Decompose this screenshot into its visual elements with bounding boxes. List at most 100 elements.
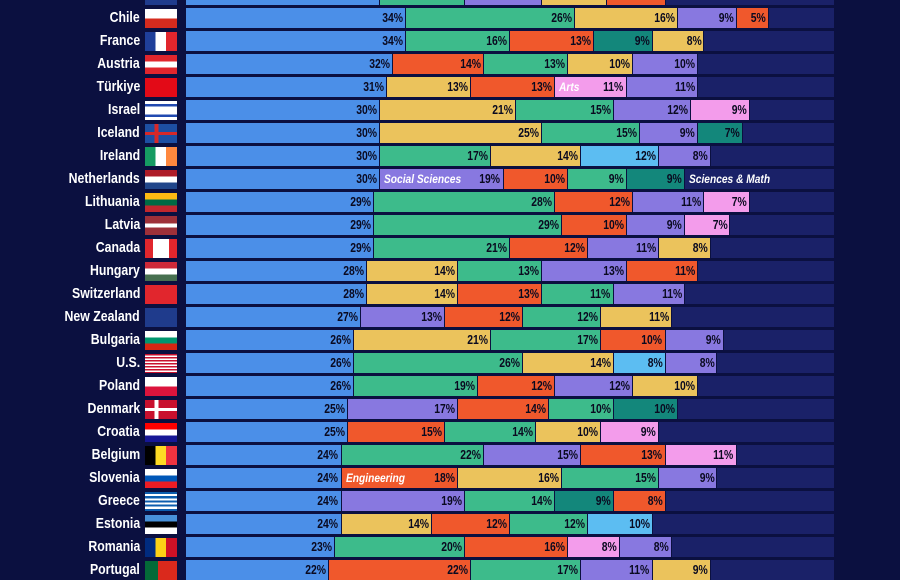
bar-segment-purple: 15% xyxy=(484,445,582,465)
bar-row: Ireland 30% 17% 14% 12% 8% xyxy=(0,146,900,166)
bar-track: 23% 20% 16% 8% 8% xyxy=(186,537,834,557)
country-label: Estonia xyxy=(95,515,140,532)
data-label: 13% xyxy=(531,79,553,94)
bar-segment-blue: 30% xyxy=(186,146,381,166)
data-label: 21% xyxy=(486,240,507,255)
country-label: Iceland xyxy=(97,124,140,141)
bar-segment-green: 13% xyxy=(380,0,465,5)
bar-segment-yellow: 11% xyxy=(600,307,672,327)
data-label: 9% xyxy=(640,424,657,439)
bar-row: U.K. 30% 13% 12% 10% 9% xyxy=(0,0,900,5)
data-label: 12% xyxy=(576,309,598,324)
bar-segment-green: 17% xyxy=(380,146,491,166)
data-label: 9% xyxy=(699,470,715,485)
bar-row: Croatia 25% 15% 14% 10% 9% xyxy=(0,422,900,442)
country-label: Denmark xyxy=(87,400,140,417)
bar-track: 30% 13% 12% 10% 9% xyxy=(186,0,834,5)
us-flag-icon xyxy=(145,354,177,373)
country-label: U.K. xyxy=(115,0,140,5)
data-label: 15% xyxy=(635,470,657,485)
data-label: 13% xyxy=(441,0,462,5)
data-label: 8% xyxy=(692,240,708,255)
data-label: 7% xyxy=(731,194,747,209)
bar-segment-red: 9% xyxy=(607,0,666,5)
data-label: 9% xyxy=(718,10,734,25)
data-label: 11% xyxy=(635,240,657,255)
bar-row: Poland 26% 19% 12% 12% 10% xyxy=(0,376,900,396)
country-label: U.S. xyxy=(116,354,140,371)
france-flag-icon xyxy=(145,32,177,51)
bar-segment-green: 20% xyxy=(335,537,465,557)
data-label: 14% xyxy=(434,286,456,301)
bar-track: 28% 14% 13% 13% 11% xyxy=(186,261,834,281)
bar-segment-purple: 13% xyxy=(542,261,627,281)
bar-segment-blue: 34% xyxy=(186,8,407,28)
bar-segment-green: 13% xyxy=(484,54,569,74)
bar-segment-blue: 31% xyxy=(186,77,387,97)
bar-track: 30% 21% 15% 12% 9% xyxy=(186,100,834,120)
data-label: 30% xyxy=(356,125,378,140)
data-label: 17% xyxy=(557,562,579,577)
bar-segment-yellow: 9% xyxy=(652,560,711,580)
slovenia-flag-icon xyxy=(145,469,177,488)
bar-segment-green: 14% xyxy=(464,491,556,511)
country-label: Latvia xyxy=(104,216,140,233)
bar-segment-blue: 26% xyxy=(186,353,355,373)
country-label: Ireland xyxy=(99,147,140,164)
bar-segment-blue: 28% xyxy=(186,261,368,281)
bar-segment-purple: 12% xyxy=(555,376,634,396)
bar-segment-red: 10% xyxy=(503,169,569,189)
bar-segment-red: 10% xyxy=(561,215,627,235)
bar-segment-blue: 26% xyxy=(186,330,355,350)
bar-row: U.S. 26% 26% 14% 8% 8% xyxy=(0,353,900,373)
bar-segment-red: 11% xyxy=(626,261,698,281)
country-label: Hungary xyxy=(90,262,140,279)
country-label: France xyxy=(99,32,140,49)
bar-segment-yellow: 21% xyxy=(354,330,491,350)
data-label: 29% xyxy=(537,217,559,232)
data-label: 9% xyxy=(666,171,682,186)
bar-segment-green: 9% xyxy=(568,169,627,189)
data-label: 11% xyxy=(603,79,624,94)
bar-track: 28% 14% 13% 11% 11% xyxy=(186,284,834,304)
switzerland-flag-icon xyxy=(145,285,177,304)
data-label: 13% xyxy=(641,447,663,462)
data-label: 17% xyxy=(466,148,488,163)
data-label: 7% xyxy=(725,125,741,140)
bar-segment-pink: 8% xyxy=(568,537,621,557)
bar-segment-pink: 7% xyxy=(684,215,731,235)
data-label: 13% xyxy=(447,79,469,94)
israel-flag-icon xyxy=(145,101,177,120)
bar-segment-purple: 9% xyxy=(639,123,698,143)
bar-track: 26% 21% 17% 10% 9% xyxy=(186,330,834,350)
poland-flag-icon xyxy=(145,377,177,396)
data-label: 14% xyxy=(589,355,611,370)
data-label: 14% xyxy=(434,263,456,278)
bar-segment-red: 13% xyxy=(471,77,556,97)
bar-row: Belgium 24% 22% 15% 13% 11% xyxy=(0,445,900,465)
bar-segment-blue: 24% xyxy=(186,514,342,534)
bar-segment-green: 15% xyxy=(516,100,614,120)
bar-segment-red: 13% xyxy=(458,284,543,304)
bar-segment-green: 17% xyxy=(490,330,601,350)
bar-segment-yellow: 10% xyxy=(542,0,608,5)
bar-segment-purple: 9% xyxy=(665,330,724,350)
data-label: 13% xyxy=(544,56,566,71)
data-label: 14% xyxy=(460,56,482,71)
bar-segment-red: 22% xyxy=(328,560,472,580)
romania-flag-icon xyxy=(145,538,177,557)
bar-track: 27% 13% 12% 12% 11% xyxy=(186,307,834,327)
data-label: 10% xyxy=(583,0,604,5)
data-label: 9% xyxy=(705,332,721,347)
turkiye-flag-icon xyxy=(145,78,177,97)
bar-segment-purple: 11% xyxy=(626,77,698,97)
data-label: 10% xyxy=(674,378,695,393)
country-label: Portugal xyxy=(90,561,140,578)
bar-segment-purple: 8% xyxy=(620,537,672,557)
data-label: 9% xyxy=(647,0,662,5)
bar-track: 31% 13% 13% 11% 11% Arts xyxy=(186,77,834,97)
data-label: 12% xyxy=(531,378,553,393)
bar-segment-blue: 30% xyxy=(186,100,381,120)
bar-segment-pink: 11% xyxy=(665,445,737,465)
